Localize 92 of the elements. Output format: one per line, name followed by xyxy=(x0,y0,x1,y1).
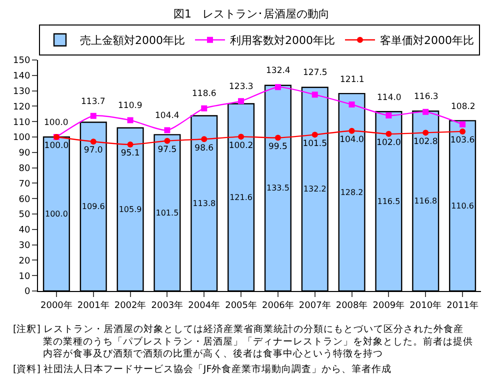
point xyxy=(127,142,134,148)
data-label: 128.2 xyxy=(340,188,364,197)
data-label: 108.2 xyxy=(451,102,476,112)
data-label: 101.5 xyxy=(302,138,328,149)
point xyxy=(386,130,392,137)
y-tick-label: 70 xyxy=(18,179,30,190)
y-tick-label: 20 xyxy=(18,256,30,266)
legend-label: 客単価対2000年比 xyxy=(380,34,474,48)
point xyxy=(164,138,170,144)
point xyxy=(460,128,466,134)
data-label: 109.6 xyxy=(82,202,105,212)
data-label: 121.1 xyxy=(340,75,364,85)
x-tick-label: 2007年 xyxy=(298,300,331,311)
x-tick-label: 2011年 xyxy=(446,300,478,311)
data-label: 121.6 xyxy=(230,192,252,202)
data-label: 118.6 xyxy=(192,89,216,99)
data-label: 99.5 xyxy=(268,142,288,152)
point xyxy=(90,138,96,145)
point xyxy=(422,108,429,115)
data-label: 113.7 xyxy=(81,97,106,107)
point xyxy=(422,130,429,136)
data-label: 116.3 xyxy=(414,92,438,102)
data-label: 110.9 xyxy=(118,101,142,111)
data-label: 132.4 xyxy=(266,66,290,76)
y-tick-label: 140 xyxy=(13,72,30,82)
data-label: 100.0 xyxy=(44,118,68,128)
point xyxy=(274,134,281,141)
y-tick-label: 150 xyxy=(13,56,30,66)
y-tick-label: 50 xyxy=(18,210,30,220)
y-tick-label: 80 xyxy=(18,164,30,174)
data-label: 110.6 xyxy=(451,201,474,210)
y-tick-label: 40 xyxy=(18,226,30,236)
point xyxy=(238,134,244,140)
data-label: 114.0 xyxy=(377,93,402,103)
y-tick-label: 10 xyxy=(18,272,30,282)
y-tick-label: 60 xyxy=(18,194,30,205)
x-tick-label: 2001年 xyxy=(77,300,110,311)
data-label: 133.5 xyxy=(266,184,290,193)
x-tick-label: 2000年 xyxy=(40,300,72,311)
data-label: 100.0 xyxy=(45,210,68,218)
point xyxy=(201,105,208,112)
point xyxy=(274,84,281,90)
x-tick-label: 2005年 xyxy=(225,300,257,311)
point xyxy=(460,121,466,128)
y-tick-label: 30 xyxy=(18,240,30,251)
data-label: 95.1 xyxy=(120,148,140,159)
y-tick-label: 130 xyxy=(13,86,30,97)
point xyxy=(312,92,318,98)
point xyxy=(127,117,134,124)
x-tick-label: 2003年 xyxy=(151,300,184,311)
data-label: 102.8 xyxy=(413,136,438,147)
point xyxy=(164,127,170,134)
data-label: 103.6 xyxy=(450,136,475,146)
data-label: 132.2 xyxy=(303,184,326,194)
point xyxy=(238,98,244,104)
chart-title: 図1 レストラン･居酒屋の動向 xyxy=(174,7,330,20)
data-label: 101.5 xyxy=(156,208,179,218)
x-tick-label: 2006年 xyxy=(262,300,294,311)
legend-label: 売上金額対2000年比 xyxy=(80,34,185,48)
point xyxy=(201,136,208,142)
point xyxy=(348,128,355,134)
data-label: 113.8 xyxy=(192,198,216,208)
y-tick-label: 0 xyxy=(24,287,30,298)
y-tick-label: 90 xyxy=(18,148,30,159)
data-label: 100.2 xyxy=(228,140,254,151)
data-label: 102.0 xyxy=(376,138,401,148)
data-label: 100.0 xyxy=(44,141,69,152)
point xyxy=(312,132,318,138)
data-label: 97.0 xyxy=(84,146,103,156)
x-tick-label: 2002年 xyxy=(114,300,146,311)
text: [注釈] レストラン・居酒屋の対象としては経済産業省商業統計の分類にもとづいて区分された外食産業の業種のうち「パブレストラン・居酒屋」「ディナーレストラン」を対象とした。前者は提供内容が食事及び酒類で酒類の比重が高く、後者は食事中心という特徴を持つ xyxy=(13,323,473,360)
x-tick-label: 2009年 xyxy=(372,300,405,311)
y-tick-label: 100 xyxy=(13,133,30,144)
point xyxy=(90,112,96,119)
data-label: 116.8 xyxy=(414,196,438,206)
data-label: 116.5 xyxy=(377,196,400,206)
x-tick-label: 2008年 xyxy=(336,300,368,311)
text: [資料] 社団法人日本フードサービス協会「JF外食産業市場動向調査」から、筆者作成 xyxy=(13,363,392,375)
legend-label: 利用客数対2000年比 xyxy=(230,34,335,48)
data-label: 123.3 xyxy=(229,82,254,92)
data-label: 97.5 xyxy=(158,144,177,155)
data-label: 104.4 xyxy=(155,111,180,121)
data-label: 105.9 xyxy=(118,204,142,214)
data-label: 98.6 xyxy=(194,143,214,154)
x-tick-label: 2004年 xyxy=(188,300,220,311)
data-label: 104.0 xyxy=(340,134,364,145)
data-label: 127.5 xyxy=(303,68,328,78)
y-tick-label: 110 xyxy=(13,118,30,128)
point xyxy=(348,102,355,108)
x-tick-label: 2010年 xyxy=(410,300,442,311)
y-tick-label: 120 xyxy=(13,102,30,112)
point xyxy=(386,112,392,118)
